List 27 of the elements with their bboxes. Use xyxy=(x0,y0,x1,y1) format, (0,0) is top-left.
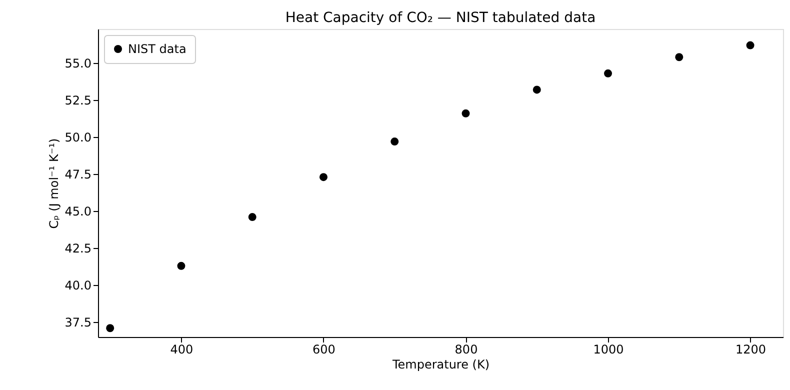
point xyxy=(604,69,612,78)
y-tick-label: 52.5 xyxy=(64,94,92,108)
x-axis-title: Temperature (K) xyxy=(391,358,490,372)
point xyxy=(746,41,754,50)
point xyxy=(106,324,114,332)
point xyxy=(390,138,399,146)
y-tick-label: 42.5 xyxy=(64,242,92,256)
x-tick-label: 600 xyxy=(312,342,336,356)
x-tick-label: 1200 xyxy=(736,342,766,356)
y-axis-title: Cₚ (J mol⁻¹ K⁻¹) xyxy=(46,138,61,229)
y-tick-label: 37.5 xyxy=(64,316,92,330)
point xyxy=(177,262,186,270)
y-tick-label: 50.0 xyxy=(64,130,92,145)
point xyxy=(462,109,470,118)
y-tick-label: 55.0 xyxy=(64,56,92,71)
point xyxy=(319,173,328,182)
x-tick-label: 800 xyxy=(454,342,478,356)
y-tick-label: 47.5 xyxy=(64,168,92,182)
point xyxy=(675,53,684,62)
point xyxy=(248,213,256,222)
x-tick-label: 1000 xyxy=(593,342,624,356)
chart-title: Heat Capacity of CO₂ — NIST tabulated data xyxy=(285,10,596,26)
legend-label: NIST data xyxy=(128,42,186,56)
y-tick-label: 40.0 xyxy=(64,278,92,293)
y-tick-label: 45.0 xyxy=(64,204,92,219)
x-tick-label: 400 xyxy=(170,342,194,356)
point xyxy=(532,86,541,94)
